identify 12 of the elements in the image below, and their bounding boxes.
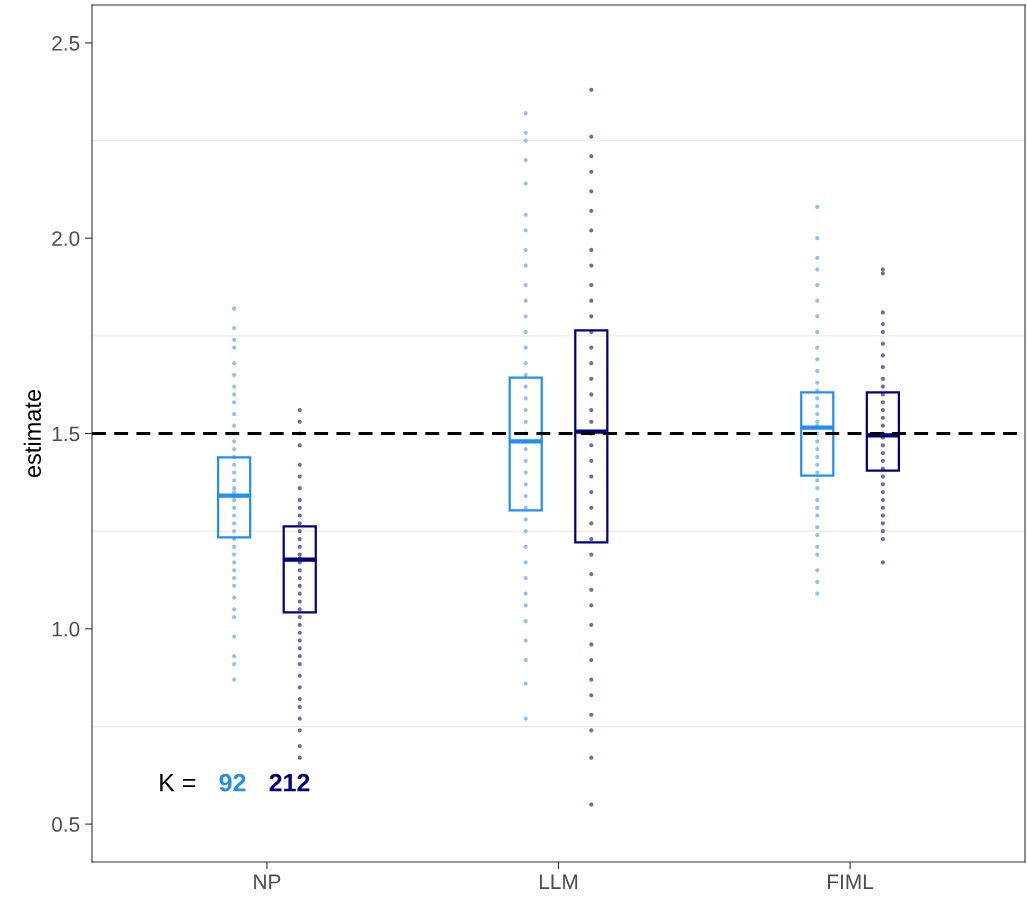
x-tick-label: FIML (828, 874, 874, 889)
y-tick-label: 1.0 (52, 621, 80, 637)
y-tick-label: 2.5 (52, 35, 80, 51)
x-tick-label: NP (254, 874, 281, 889)
text: 92 (219, 773, 246, 792)
y-axis-title: estimate (23, 389, 42, 478)
text: 212 (269, 773, 310, 792)
y-tick-label: 2.0 (52, 231, 80, 246)
y-tick-label: 0.5 (52, 817, 80, 832)
y-tick-label: 1.5 (52, 426, 80, 442)
legend-title: K = (160, 774, 196, 792)
x-tick-label: LLM (539, 874, 578, 889)
